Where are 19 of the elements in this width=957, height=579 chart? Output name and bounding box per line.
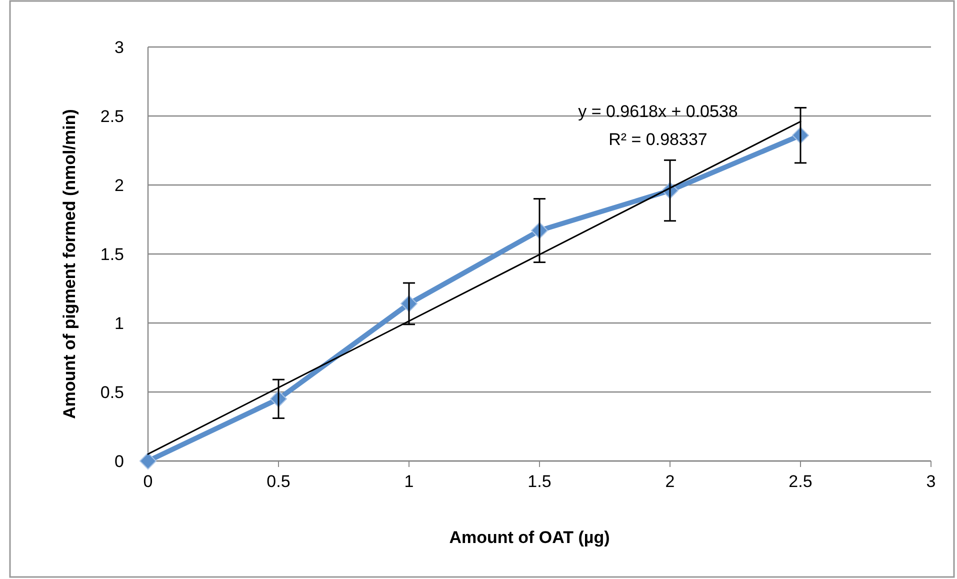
y-tick-label: 2.5 xyxy=(100,107,124,126)
x-tick-label: 0 xyxy=(143,472,153,491)
annotation: y = 0.9618x + 0.0538 xyxy=(578,102,738,121)
y-tick-label: 1 xyxy=(114,314,124,333)
y-axis-title: Amount of pigment formed (nmol/min) xyxy=(60,109,79,419)
x-tick-label: 2.5 xyxy=(788,472,812,491)
y-tick-label: 3 xyxy=(114,38,124,57)
y-tick-label: 0 xyxy=(114,452,124,471)
point xyxy=(140,452,156,470)
x-tick-label: 2 xyxy=(665,472,675,491)
y-tick-label: 2 xyxy=(114,176,124,195)
annotation: R² = 0.98337 xyxy=(608,130,708,149)
y-tick-label: 1.5 xyxy=(100,245,124,264)
x-axis-title: Amount of OAT (µg) xyxy=(449,528,610,547)
x-tick-label: 1 xyxy=(404,472,414,491)
x-tick-label: 3 xyxy=(926,472,936,491)
x-tick-label: 1.5 xyxy=(528,472,552,491)
y-tick-label: 0.5 xyxy=(100,383,124,402)
x-tick-label: 0.5 xyxy=(266,472,290,491)
